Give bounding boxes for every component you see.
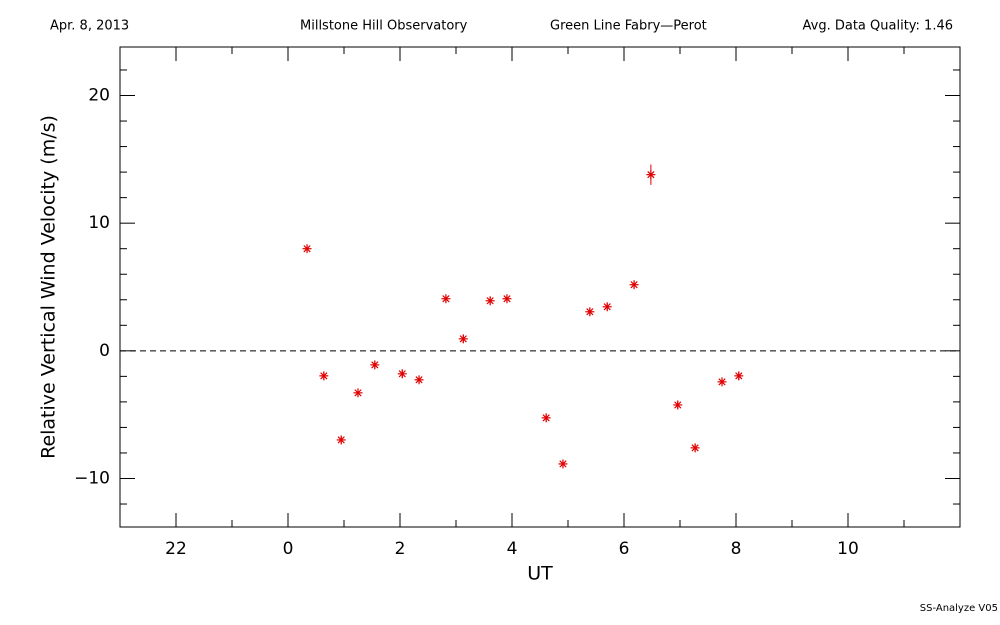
point [541, 413, 551, 423]
point-stroke [586, 308, 594, 316]
point [414, 375, 424, 385]
x-tick-label: 2 [395, 539, 406, 559]
point [319, 371, 329, 381]
point-stroke [337, 436, 345, 444]
site: Millstone Hill Observatory [300, 19, 468, 34]
x-tick-label: 22 [165, 539, 187, 559]
point [673, 400, 683, 410]
point [502, 294, 512, 304]
point-stroke [415, 376, 423, 384]
point-stroke [303, 245, 311, 253]
point-stroke [486, 297, 494, 305]
point-stroke [320, 372, 328, 380]
x-tick-label: 6 [619, 539, 630, 559]
point-stroke [603, 303, 611, 311]
point-stroke [735, 372, 743, 380]
point-stroke [503, 295, 511, 303]
x-tick-label: 0 [283, 539, 294, 559]
x-axis-label: UT [527, 563, 553, 585]
y-axis-label: Relative Vertical Wind Velocity (m/s) [38, 115, 60, 459]
point [458, 334, 468, 344]
point [353, 388, 363, 398]
x-tick-label: 4 [507, 539, 518, 559]
data-quality: Avg. Data Quality: 1.46 [803, 19, 953, 34]
date: Apr. 8, 2013 [50, 19, 129, 34]
y-tick-label: 0 [99, 341, 110, 361]
point [717, 377, 727, 387]
x-tick-label: 8 [731, 539, 742, 559]
point [397, 369, 407, 379]
plot-frame [119, 46, 961, 528]
point-stroke [718, 378, 726, 386]
point [734, 371, 744, 381]
point-stroke [398, 370, 406, 378]
point-stroke [371, 361, 379, 369]
point [629, 280, 639, 290]
point [370, 360, 380, 370]
point-stroke [630, 281, 638, 289]
point-stroke [459, 335, 467, 343]
point [558, 459, 568, 469]
point [690, 443, 700, 453]
point-stroke [691, 444, 699, 452]
point-stroke [542, 414, 550, 422]
point-stroke [647, 171, 655, 179]
y-tick-label: −10 [74, 468, 110, 488]
instrument: Green Line Fabry—Perot [550, 19, 707, 34]
y-tick-label: 10 [88, 213, 110, 233]
point [441, 294, 451, 304]
point [602, 302, 612, 312]
x-tick-label: 10 [837, 539, 859, 559]
point [585, 307, 595, 317]
point-stroke [354, 389, 362, 397]
y-tick-label: 20 [88, 86, 110, 106]
footer: SS-Analyze V05 [920, 603, 998, 614]
point-stroke [442, 295, 450, 303]
point-stroke [559, 460, 567, 468]
point [336, 435, 346, 445]
point-stroke [674, 401, 682, 409]
point [302, 244, 312, 254]
point [485, 296, 495, 306]
point [646, 170, 656, 180]
